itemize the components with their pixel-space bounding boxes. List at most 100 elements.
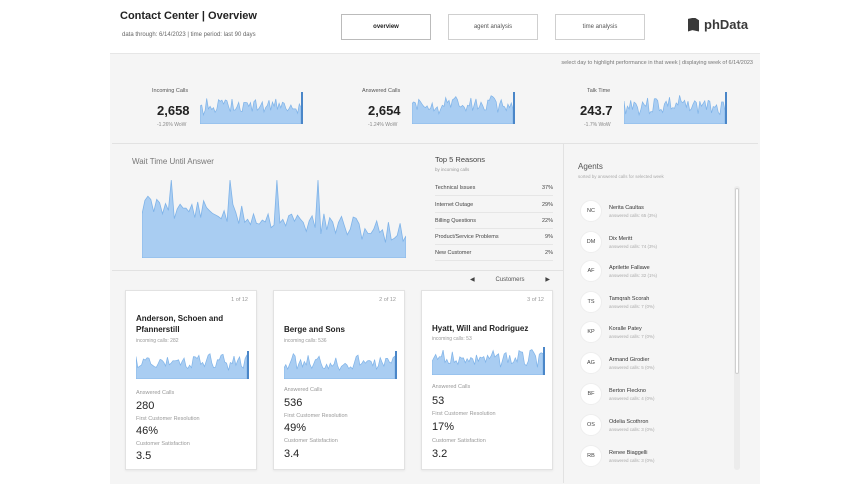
reason-label: New Customer [435, 249, 472, 256]
avatar: RB [580, 445, 602, 467]
agent-name: Aprilette Fallawe [609, 264, 650, 271]
agent-row[interactable]: KP Koralle Patey answered calls: 7 (0%) [580, 318, 730, 346]
kpi-incoming-value: 2,658 [157, 103, 190, 118]
fcr-value: 46% [136, 425, 159, 437]
reason-label: Product/Service Problems [435, 233, 499, 240]
agents-scrollbar-thumb[interactable] [735, 188, 739, 374]
avatar: NC [580, 200, 602, 222]
triangle-right-icon[interactable]: ▶ [545, 277, 550, 283]
tab-overview[interactable]: overview [341, 14, 431, 40]
avatar: TS [580, 291, 602, 313]
agent-name: Renee Biaggelli [609, 449, 648, 456]
selected-week-marker [513, 92, 515, 124]
agent-calls: answered calls: 65 (3%) [609, 212, 658, 218]
avatar: DM [580, 231, 602, 253]
wait-time-area-chart[interactable] [142, 176, 406, 258]
agent-name: Odelia Scothron [609, 418, 649, 425]
agent-row[interactable]: NC Nerita Caultas answered calls: 65 (3%) [580, 197, 730, 225]
kpi-talktime-label: Talk Time [587, 88, 611, 94]
reasons-subtitle: by incoming calls [435, 167, 470, 172]
triangle-left-icon[interactable]: ◀ [470, 277, 475, 283]
agent-calls: answered calls: 5 (0%) [609, 364, 655, 370]
csat-label: Customer Satisfaction [432, 438, 486, 444]
kpi-answered-sparkline[interactable] [412, 90, 516, 124]
kpi-incoming-sparkline[interactable] [200, 90, 304, 124]
fcr-label: First Customer Resolution [136, 416, 200, 422]
reason-label: Technical Issues [435, 184, 476, 191]
customer-incoming: incoming calls: 536 [284, 338, 327, 344]
reason-value: 22% [541, 217, 553, 224]
agent-row[interactable]: AG Armand Girodier answered calls: 5 (0%) [580, 349, 730, 377]
answered-value: 536 [284, 397, 303, 409]
customer-sparkline [284, 351, 397, 379]
selected-week-marker [395, 351, 397, 379]
reason-value: 9% [545, 233, 553, 240]
customer-card[interactable]: 1 of 12 Anderson, Schoen and Pfannerstil… [125, 290, 257, 470]
selected-week-marker [301, 92, 303, 124]
tab-time-analysis[interactable]: time analysis [555, 14, 645, 40]
customer-name: Berge and Sons [284, 325, 345, 334]
agent-row[interactable]: DM Dix Meritt answered calls: 74 (3%) [580, 228, 730, 256]
agent-row[interactable]: BF Berton Fleckno answered calls: 4 (0%) [580, 380, 730, 408]
reason-row[interactable]: Internet Outage 29% [435, 197, 553, 213]
kpi-talktime-value: 243.7 [580, 103, 613, 118]
book-icon [688, 17, 699, 32]
card-index: 3 of 12 [527, 297, 544, 303]
customer-sparkline [136, 351, 249, 379]
kpi-answered-delta: -1.24% WoW [368, 122, 398, 128]
tab-agent-analysis[interactable]: agent analysis [448, 14, 538, 40]
kpi-answered-label: Answered Calls [362, 88, 401, 94]
divider [563, 143, 564, 483]
reason-value: 29% [541, 201, 553, 208]
reason-row[interactable]: Billing Questions 22% [435, 213, 553, 229]
wait-time-title: Wait Time Until Answer [132, 157, 214, 166]
agent-row[interactable]: RB Renee Biaggelli answered calls: 3 (0%) [580, 442, 730, 470]
agent-calls: answered calls: 3 (0%) [609, 457, 655, 463]
customer-card[interactable]: 3 of 12 Hyatt, Will and Rodriguez incomi… [421, 290, 553, 470]
reason-row[interactable]: Product/Service Problems 9% [435, 229, 553, 245]
avatar: OS [580, 414, 602, 436]
agent-name: Tamqrah Scorah [609, 295, 650, 302]
page-title: Contact Center | Overview [120, 10, 257, 22]
avatar: BF [580, 383, 602, 405]
selection-hint: select day to highlight performance in t… [561, 60, 753, 66]
divider [112, 143, 758, 144]
agents-subtitle: sorted by answered calls for selected we… [578, 174, 664, 179]
selected-week-marker [543, 347, 545, 375]
customer-sparkline [432, 347, 545, 375]
agent-name: Berton Fleckno [609, 387, 646, 394]
kpi-incoming-delta: -1.26% WoW [157, 122, 187, 128]
kpi-talktime-sparkline[interactable] [624, 90, 728, 124]
agent-row[interactable]: OS Odelia Scothron answered calls: 3 (0%) [580, 411, 730, 439]
avatar: AF [580, 260, 602, 282]
fcr-value: 17% [432, 421, 455, 433]
dashboard-header: Contact Center | Overview data through: … [110, 0, 760, 54]
customer-name: Hyatt, Will and Rodriguez [432, 324, 529, 333]
agent-name: Armand Girodier [609, 356, 650, 363]
answered-value: 280 [136, 400, 155, 412]
card-index: 2 of 12 [379, 297, 396, 303]
reason-row[interactable]: New Customer 2% [435, 245, 553, 261]
customer-incoming: incoming calls: 53 [432, 336, 472, 342]
selected-week-marker [247, 351, 249, 379]
answered-value: 53 [432, 395, 445, 407]
reason-value: 2% [545, 249, 553, 256]
customer-incoming: incoming calls: 282 [136, 338, 179, 344]
selected-week-marker [725, 92, 727, 124]
page-subtitle: data through: 6/14/2023 | time period: l… [122, 32, 256, 38]
reason-value: 37% [541, 184, 553, 191]
avatar: AG [580, 352, 602, 374]
csat-label: Customer Satisfaction [284, 438, 338, 444]
divider [112, 270, 563, 271]
kpi-talktime-delta: -1.7% WoW [584, 122, 611, 128]
avatar: KP [580, 321, 602, 343]
agent-row[interactable]: TS Tamqrah Scorah answered calls: 7 (0%) [580, 288, 730, 316]
fcr-value: 49% [284, 422, 307, 434]
reason-row[interactable]: Technical Issues 37% [435, 180, 553, 196]
customers-pager-label: Customers [495, 276, 525, 283]
customer-card[interactable]: 2 of 12 Berge and Sons incoming calls: 5… [273, 290, 405, 470]
agent-row[interactable]: AF Aprilette Fallawe answered calls: 32 (1… [580, 257, 730, 285]
fcr-label: First Customer Resolution [432, 411, 496, 417]
agent-calls: answered calls: 3 (0%) [609, 426, 655, 432]
agent-name: Nerita Caultas [609, 204, 644, 211]
